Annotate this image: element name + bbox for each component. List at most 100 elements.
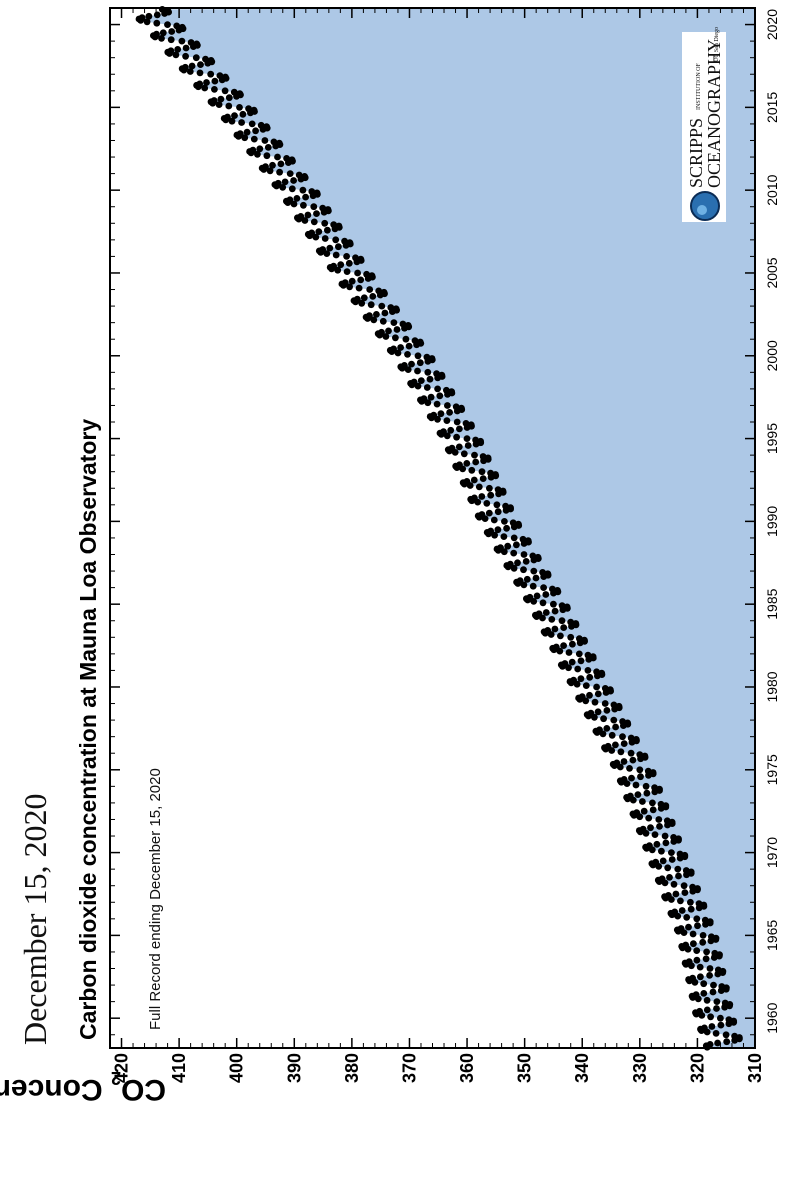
data-point	[360, 294, 368, 302]
data-point	[655, 816, 663, 823]
data-point	[600, 715, 607, 723]
data-point	[211, 86, 218, 93]
x-tick-label: 1980	[764, 671, 780, 702]
data-point	[612, 741, 619, 749]
data-point	[448, 388, 455, 396]
data-point	[460, 450, 468, 458]
data-point	[717, 1021, 725, 1029]
data-point	[516, 577, 524, 585]
data-point	[515, 520, 522, 528]
data-point	[524, 537, 532, 545]
data-point	[694, 922, 701, 930]
ylabel-rest: Concentration (ppm)	[0, 1073, 111, 1106]
y-tick-label: 380	[342, 1053, 362, 1083]
data-point	[483, 500, 491, 507]
data-point	[680, 882, 688, 890]
data-point	[464, 442, 472, 449]
data-point	[689, 883, 696, 891]
data-point	[332, 236, 340, 244]
data-point	[187, 39, 195, 46]
data-point	[725, 1016, 733, 1023]
data-point	[692, 991, 700, 999]
data-point	[493, 501, 501, 509]
data-point	[714, 1039, 721, 1047]
data-point	[256, 145, 264, 153]
x-tick-label: 2015	[764, 92, 780, 123]
data-point	[695, 900, 703, 907]
data-point	[510, 549, 518, 557]
data-point	[274, 153, 281, 161]
data-point	[703, 996, 711, 1004]
data-point	[685, 923, 692, 931]
data-point	[485, 509, 493, 517]
data-point	[672, 890, 680, 898]
data-point	[231, 112, 238, 119]
data-point	[326, 244, 334, 252]
data-point	[417, 377, 425, 384]
data-point	[500, 533, 508, 540]
data-point	[578, 693, 586, 700]
data-point	[399, 320, 407, 328]
data-point	[708, 933, 715, 941]
title-block: December 15, 2020 Carbon dioxide concent…	[17, 419, 101, 1045]
data-point	[529, 582, 537, 590]
data-point	[706, 965, 714, 972]
data-point	[319, 246, 327, 253]
x-tick-label: 2020	[764, 9, 780, 40]
data-point	[252, 127, 259, 135]
data-point	[254, 150, 261, 158]
data-point	[423, 353, 431, 361]
data-point	[558, 617, 566, 625]
data-point	[706, 1041, 714, 1048]
data-point	[703, 1006, 711, 1014]
data-point	[281, 178, 289, 186]
data-point	[168, 28, 176, 35]
data-point	[448, 444, 456, 452]
data-point	[297, 213, 305, 220]
data-point	[324, 206, 332, 213]
data-point	[700, 980, 708, 988]
data-point	[584, 651, 592, 659]
data-point	[225, 94, 233, 102]
data-point	[440, 428, 447, 436]
data-point	[561, 660, 569, 667]
data-point	[438, 371, 446, 379]
data-point	[520, 566, 527, 574]
data-point	[653, 840, 661, 848]
data-point	[463, 435, 471, 442]
data-point	[173, 22, 181, 30]
data-point	[366, 312, 373, 320]
data-point	[250, 135, 258, 143]
data-point	[479, 475, 487, 482]
data-point	[402, 335, 410, 343]
data-point	[678, 907, 686, 914]
x-tick-label: 1985	[764, 588, 780, 619]
data-point	[681, 889, 689, 896]
data-point	[452, 403, 460, 411]
data-point	[620, 758, 628, 765]
x-tick-label: 2005	[764, 257, 780, 288]
data-point	[487, 469, 494, 477]
data-point	[393, 326, 401, 333]
data-point	[586, 673, 594, 681]
data-point	[677, 897, 684, 905]
data-point	[387, 304, 395, 311]
data-point	[348, 277, 356, 285]
data-point	[639, 825, 647, 833]
data-point	[486, 484, 493, 492]
chart-title: Carbon dioxide concentration at Mauna Lo…	[75, 419, 101, 1040]
data-point	[520, 551, 528, 558]
data-point	[568, 658, 576, 666]
data-point	[411, 337, 419, 344]
data-point	[530, 567, 538, 575]
x-tick-label: 1975	[764, 754, 780, 785]
data-point	[674, 865, 682, 873]
data-point	[453, 418, 461, 426]
data-point	[178, 23, 186, 31]
data-point	[676, 850, 684, 858]
data-point	[408, 360, 415, 368]
data-point	[659, 857, 667, 865]
x-tick-label: 1970	[764, 837, 780, 868]
data-point	[594, 690, 602, 698]
